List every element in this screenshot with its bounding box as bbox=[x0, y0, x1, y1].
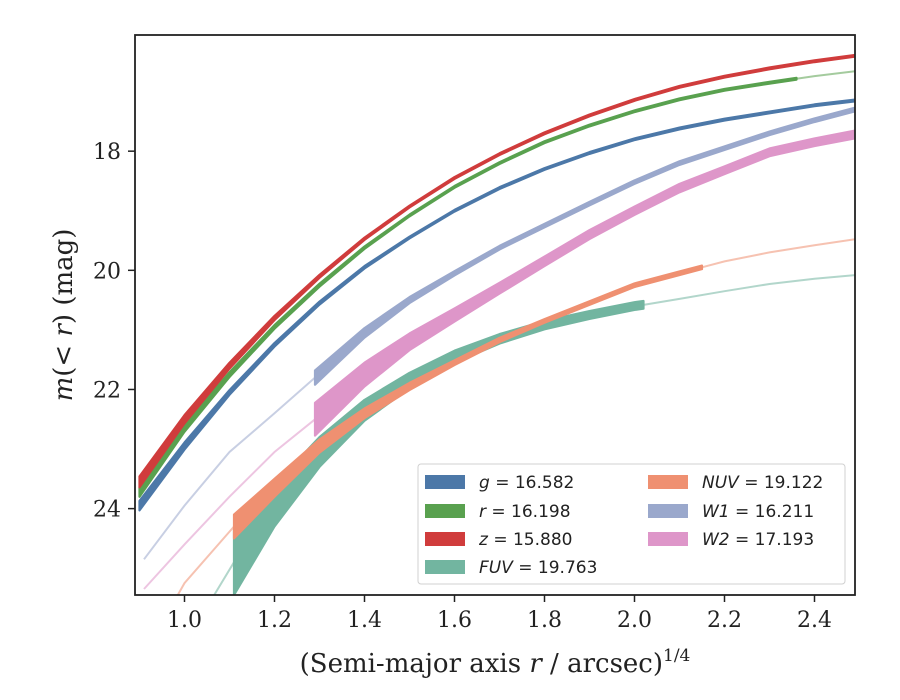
legend-label-value: = 17.193 bbox=[730, 530, 815, 550]
x-axis-label-mid: / arcsec) bbox=[542, 649, 663, 679]
legend-label-var: z bbox=[478, 530, 489, 550]
series-g bbox=[138, 98, 855, 512]
series-fuv-extrapolated-inner bbox=[213, 561, 235, 595]
legend-swatch-r bbox=[425, 504, 465, 518]
series-nuv-extrapolated-outer bbox=[701, 238, 855, 269]
legend-label-fuv: FUV = 19.763 bbox=[479, 558, 597, 578]
x-tick-label: 1.0 bbox=[167, 608, 202, 633]
y-axis-label-mid: (< bbox=[49, 337, 79, 377]
series-w1 bbox=[143, 106, 855, 560]
x-tick-label: 2.0 bbox=[617, 608, 652, 633]
x-tick-label: 2.4 bbox=[797, 608, 832, 633]
legend-label-value: = 19.763 bbox=[513, 558, 598, 578]
legend-label-var: r bbox=[479, 502, 487, 522]
y-tick-label: 18 bbox=[93, 140, 121, 165]
legend-label-value: = 19.122 bbox=[739, 473, 824, 493]
plot-area-frame bbox=[134, 34, 856, 596]
series-w1-extrapolated-inner bbox=[143, 376, 316, 560]
legend-label-var: NUV bbox=[702, 473, 740, 493]
series-nuv-band bbox=[232, 264, 704, 540]
series-r-band bbox=[138, 76, 798, 498]
series-r-extrapolated-outer bbox=[796, 70, 855, 80]
x-axis-label: (Semi-major axis r / arcsec)1/4 bbox=[300, 646, 691, 679]
y-axis-label: m(< r) (mag) bbox=[49, 229, 79, 402]
y-tick-label: 20 bbox=[93, 259, 121, 284]
y-axis-label-m: m bbox=[49, 377, 79, 402]
series-fuv-extrapolated-outer bbox=[643, 274, 855, 306]
legend-label-g: g = 16.582 bbox=[479, 473, 574, 493]
axis-ticks: 1.0 1.2 1.4 1.6 1.8 2.0 2.2 2.4 18 20 22 24 bbox=[93, 140, 832, 633]
series-nuv bbox=[176, 238, 855, 595]
legend-label-w2: W2 = 17.193 bbox=[702, 530, 814, 550]
x-tick-label: 1.2 bbox=[257, 608, 292, 633]
series-g-band bbox=[138, 98, 855, 512]
legend-swatch-w2 bbox=[648, 532, 688, 546]
legend-label-value: = 15.880 bbox=[488, 530, 573, 550]
legend-label-r: r = 16.198 bbox=[479, 502, 571, 522]
series-z-band bbox=[138, 53, 855, 489]
x-axis-label-prefix: (Semi-major axis bbox=[300, 649, 530, 679]
legend-swatch-w1 bbox=[648, 504, 688, 518]
y-tick-label: 24 bbox=[93, 498, 121, 523]
legend-label-var: FUV bbox=[479, 558, 514, 578]
x-tick-label: 1.4 bbox=[347, 608, 382, 633]
x-tick-label: 2.2 bbox=[707, 608, 742, 633]
legend-swatch-nuv bbox=[648, 475, 688, 489]
series-layer bbox=[138, 53, 855, 595]
legend-swatch-z bbox=[425, 532, 465, 546]
legend-label-z: z = 15.880 bbox=[478, 530, 572, 550]
series-w2-band bbox=[313, 129, 855, 437]
series-z bbox=[138, 53, 855, 489]
series-r bbox=[138, 70, 855, 498]
series-w1-band bbox=[313, 106, 855, 386]
x-axis-label-var: r bbox=[529, 649, 543, 679]
series-w2 bbox=[143, 129, 855, 590]
series-w2-extrapolated-inner bbox=[143, 418, 316, 590]
legend-label-nuv: NUV = 19.122 bbox=[702, 473, 823, 493]
legend-swatch-fuv bbox=[425, 560, 465, 574]
legend-box bbox=[417, 463, 846, 585]
legend-swatch-g bbox=[425, 475, 465, 489]
x-tick-label: 1.6 bbox=[437, 608, 472, 633]
legend-label-var: W1 bbox=[702, 502, 730, 522]
y-axis-label-end: ) (mag) bbox=[49, 229, 79, 325]
x-axis-label-exponent: 1/4 bbox=[663, 646, 690, 666]
legend-label-value: = 16.582 bbox=[490, 473, 575, 493]
x-tick-label: 1.8 bbox=[527, 608, 562, 633]
legend-label-var: W2 bbox=[702, 530, 730, 550]
y-tick-label: 22 bbox=[93, 378, 121, 403]
series-nuv-extrapolated-inner bbox=[176, 525, 235, 595]
legend-label-w1: W1 = 16.211 bbox=[702, 502, 814, 522]
legend-label-var: g bbox=[479, 473, 490, 493]
legend-label-value: = 16.198 bbox=[486, 502, 571, 522]
legend-label-value: = 16.211 bbox=[730, 502, 815, 522]
y-axis-label-r: r bbox=[49, 323, 79, 337]
